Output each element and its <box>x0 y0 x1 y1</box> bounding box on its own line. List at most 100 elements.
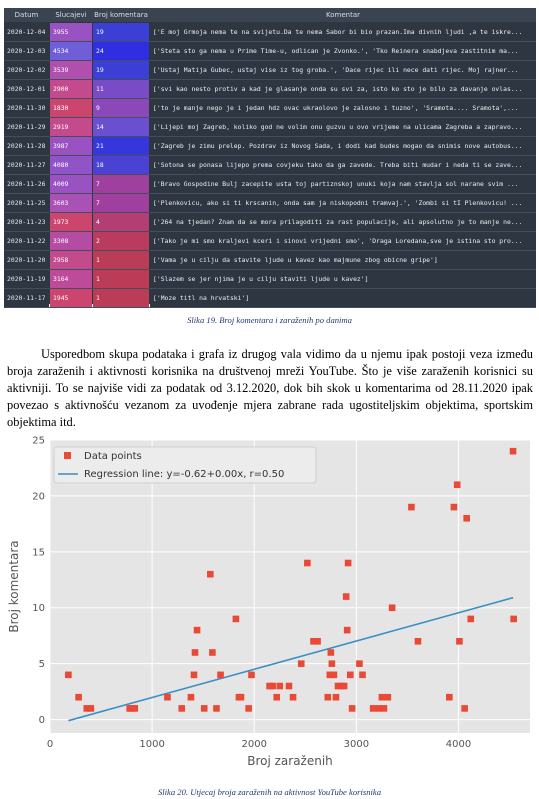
y-tick-label: 0 <box>39 715 45 726</box>
data-point <box>328 660 336 667</box>
cell-date: 2020-11-22 <box>4 232 49 251</box>
cell-comments: 7 <box>93 194 149 213</box>
cell-comments: 19 <box>93 61 149 80</box>
data-point <box>467 615 475 623</box>
data-point <box>369 705 377 712</box>
cell-cases: 2919 <box>50 118 92 137</box>
table-row: 2020-11-17 1945 1 ['Moze titl na hrvatski'] <box>4 289 536 308</box>
x-tick-label: 0 <box>47 739 53 750</box>
data-point <box>310 637 317 645</box>
cell-date: 2020-12-04 <box>4 23 49 42</box>
cell-cases: 3164 <box>50 270 92 289</box>
cell-comment-text: ['Plenkovicu, ako si ti krscanin, onda s… <box>150 194 536 213</box>
cell-date: 2020-11-30 <box>4 99 49 118</box>
data-point <box>456 637 463 645</box>
data-point <box>87 705 95 712</box>
cell-comment-text: ['E moj Grmoja nema te na svijetu.Da te … <box>150 23 536 42</box>
cell-comments: 18 <box>93 156 149 175</box>
cell-cases: 4080 <box>50 156 92 175</box>
y-tick-label: 25 <box>32 436 45 447</box>
table-row: 2020-11-25 3603 7 ['Plenkovicu, ako si ti k… <box>4 194 536 213</box>
data-point <box>348 705 356 712</box>
cell-comments: 1 <box>93 289 149 308</box>
cell-comment-text: ['Vama je u cilju da stavite ljude u kav… <box>150 251 536 270</box>
table-row: 2020-12-03 4534 24 ['Steta sto ga nema u Pr… <box>4 42 536 61</box>
table-row: 2020-11-28 3987 21 ['Zagreb je zimu prelep.… <box>4 137 536 156</box>
row-divider <box>4 269 536 270</box>
cell-comment-text: ['264 na tjedan? Znam da se mora prilago… <box>150 213 536 232</box>
cell-date: 2020-11-20 <box>4 251 49 270</box>
cell-comment-text: ['Steta sto ga nema u Prime Time-u, odli… <box>150 42 536 61</box>
data-point <box>510 615 517 623</box>
cell-cases: 2900 <box>50 80 92 99</box>
axis-ticks: 0 1000 2000 3000 4000 0 5 10 15 20 25 <box>32 436 471 751</box>
data-point <box>332 693 340 701</box>
table-row: 2020-11-27 4080 18 ['Sotona se ponasa lijep… <box>4 156 536 175</box>
data-point <box>342 593 350 600</box>
cell-date: 2020-11-17 <box>4 289 49 308</box>
table-row: 2020-11-23 1973 4 ['264 na tjedan? Znam da … <box>4 213 536 232</box>
cell-comments: 1 <box>93 251 149 270</box>
data-point <box>356 660 363 667</box>
legend-label-points: Data points <box>84 451 142 462</box>
row-divider <box>4 79 536 80</box>
cell-cases: 3308 <box>50 232 92 251</box>
cell-comments: 7 <box>93 175 149 194</box>
cell-date: 2020-12-01 <box>4 80 49 99</box>
data-point <box>285 682 293 690</box>
data-point <box>375 705 383 712</box>
table-row: 2020-11-22 3308 2 ['Tako je mi smo kraljevi… <box>4 232 536 251</box>
cell-comment-text: ['Ustaj Matija Gubec, ustaj vise iz tog … <box>150 61 536 80</box>
table-row: 2020-11-30 1830 9 ['to je manje nego je i j… <box>4 99 536 118</box>
cell-cases: 1945 <box>50 289 92 308</box>
table-row: 2020-11-26 4009 7 ['Bravo Gospodine Bulj za… <box>4 175 536 194</box>
x-tick-label: 4000 <box>446 739 471 750</box>
table-row: 2020-12-02 3539 19 ['Ustaj Matija Gubec, us… <box>4 61 536 80</box>
cell-cases: 4009 <box>50 175 92 194</box>
chart-marks <box>65 447 517 722</box>
data-point <box>248 671 255 679</box>
cell-date: 2020-11-27 <box>4 156 49 175</box>
x-tick-label: 2000 <box>242 739 267 750</box>
cell-date: 2020-12-02 <box>4 61 49 80</box>
data-point <box>187 693 195 701</box>
data-point <box>304 559 311 567</box>
cell-cases: 3987 <box>50 137 92 156</box>
cell-comment-text: ['Zagreb je zimu prelep. Pozdrav iz Novo… <box>150 137 536 156</box>
header-cases: Slucajevi <box>55 11 87 19</box>
figure-20-caption: Slika 20. Utjecaj broja zaraženih na akt… <box>157 787 382 797</box>
cell-comment-text: ['Tako je mi smo kraljevi kceri i sinovi… <box>150 232 536 251</box>
paragraph-text: Usporedbom skupa podataka i grafa iz dru… <box>7 347 533 429</box>
cell-cases: 2958 <box>50 251 92 270</box>
cell-comments: 4 <box>93 213 149 232</box>
table-row: 2020-11-19 3164 1 ['Slazem se jer njima je … <box>4 270 536 289</box>
header-comment-text: Komentar <box>326 11 360 19</box>
row-divider <box>4 193 536 194</box>
y-tick-label: 15 <box>32 547 45 558</box>
data-point <box>273 693 281 701</box>
data-point <box>191 649 199 656</box>
table-header: Datum Slucajevi Broj komentara Komentar <box>4 8 536 22</box>
comments-table: Datum Slucajevi Broj komentara Komentar … <box>4 8 536 308</box>
data-point <box>414 637 422 645</box>
cell-cases: 1830 <box>50 99 92 118</box>
cell-comments: 14 <box>93 118 149 137</box>
cell-comment-text: ['Bravo Gospodine Bulj zacepite usta toj… <box>150 175 536 194</box>
cell-cases: 3603 <box>50 194 92 213</box>
x-tick-label: 3000 <box>344 739 369 750</box>
cell-comments: 11 <box>93 80 149 99</box>
cell-date: 2020-12-03 <box>4 42 49 61</box>
cell-comments: 2 <box>93 232 149 251</box>
table-row: 2020-11-20 2958 1 ['Vama je u cilju da stav… <box>4 251 536 270</box>
legend-marker-points <box>64 452 71 459</box>
grid-lines <box>49 439 530 733</box>
cell-comments: 24 <box>93 42 149 61</box>
data-point <box>217 671 224 679</box>
data-point <box>245 705 252 712</box>
y-tick-label: 20 <box>32 491 45 502</box>
cell-date: 2020-11-28 <box>4 137 49 156</box>
regression-line <box>68 596 514 722</box>
data-point <box>450 503 458 511</box>
data-point <box>131 705 139 712</box>
cell-cases: 3955 <box>50 23 92 42</box>
